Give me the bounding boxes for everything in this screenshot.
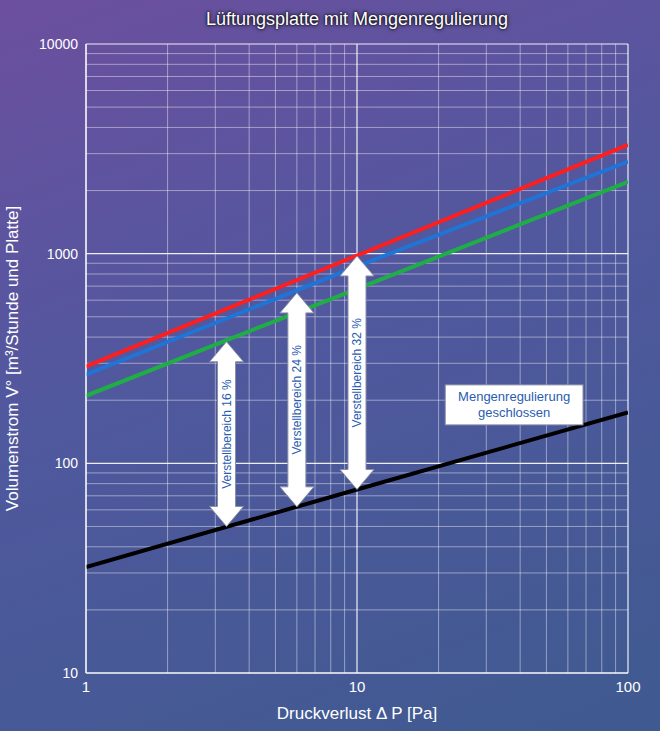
svg-text:Verstellbereich 32 %: Verstellbereich 32 %	[350, 318, 364, 428]
html-text:Lüftungsplatte mit Mengenregul: Lüftungsplatte mit Mengenregulierung	[205, 9, 509, 29]
svg-text:100: 100	[55, 455, 79, 471]
svg-text:1000: 1000	[47, 246, 78, 262]
svg-text:Mengenregulierung: Mengenregulierung	[458, 389, 570, 404]
svg-text:10: 10	[349, 678, 366, 695]
svg-text:1: 1	[82, 678, 90, 695]
svg-text:Verstellbereich 16 %: Verstellbereich 16 %	[220, 379, 234, 489]
svg-text:Volumenstrom V° [m³/Stunde und: Volumenstrom V° [m³/Stunde und Platte]	[3, 206, 22, 511]
svg-text:geschlossen: geschlossen	[478, 405, 550, 420]
svg-text:10: 10	[62, 665, 78, 681]
svg-text:Verstellbereich 24 %: Verstellbereich 24 %	[290, 345, 304, 455]
svg-text:10000: 10000	[39, 36, 78, 52]
svg-text:100: 100	[615, 678, 640, 695]
svg-text:Druckverlust Δ P [Pa]: Druckverlust Δ P [Pa]	[277, 704, 437, 723]
